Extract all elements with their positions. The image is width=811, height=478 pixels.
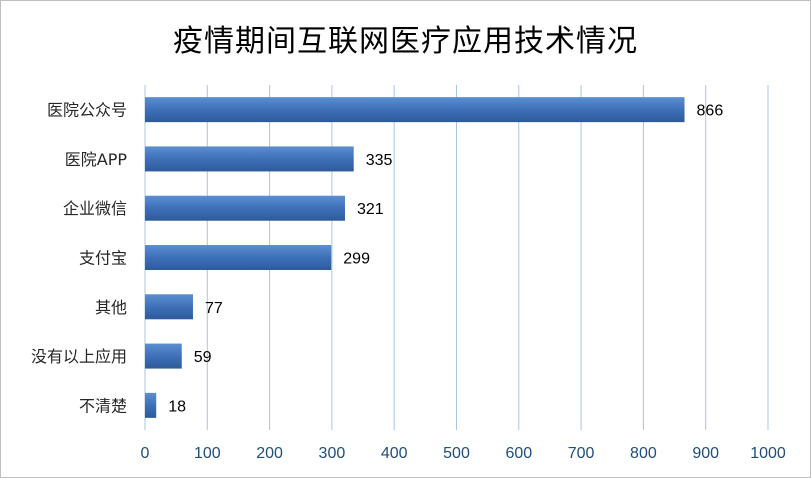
x-tick-label: 900 <box>692 445 719 462</box>
data-label: 299 <box>343 251 370 268</box>
category-label: 没有以上应用 <box>31 347 127 366</box>
category-label: 不清楚 <box>79 396 127 415</box>
category-label: 企业微信 <box>63 199 127 218</box>
category-label: 医院APP <box>65 150 128 169</box>
data-label: 18 <box>168 398 186 415</box>
bar <box>145 343 182 369</box>
x-tick-label: 500 <box>443 445 470 462</box>
x-tick-label: 1000 <box>750 445 786 462</box>
x-tick-label: 200 <box>256 445 283 462</box>
bar <box>145 195 345 221</box>
category-label: 支付宝 <box>79 249 127 268</box>
x-tick-label: 400 <box>381 445 408 462</box>
x-tick-label: 800 <box>630 445 657 462</box>
x-tick-label: 0 <box>141 445 150 462</box>
chart-title: 疫情期间互联网医疗应用技术情况 <box>173 24 638 59</box>
data-label: 321 <box>357 201 384 218</box>
x-tick-label: 700 <box>568 445 595 462</box>
bar <box>145 392 157 418</box>
bar <box>145 294 193 320</box>
x-tick-label: 100 <box>194 445 221 462</box>
data-label: 59 <box>194 349 212 366</box>
x-tick-label: 600 <box>505 445 532 462</box>
bar <box>145 97 685 123</box>
category-label: 其他 <box>95 298 127 317</box>
labels: 0 100 200 300 400 500 600 700 800 900 1000 医院公众号 866… <box>31 101 786 462</box>
data-label: 866 <box>697 103 724 120</box>
data-label: 77 <box>205 300 223 317</box>
x-tick-label: 300 <box>319 445 346 462</box>
gridlines <box>144 85 769 430</box>
bar <box>145 146 354 172</box>
data-label: 335 <box>366 152 393 169</box>
bar <box>145 245 332 270</box>
bars <box>145 97 685 418</box>
category-label: 医院公众号 <box>47 101 127 120</box>
